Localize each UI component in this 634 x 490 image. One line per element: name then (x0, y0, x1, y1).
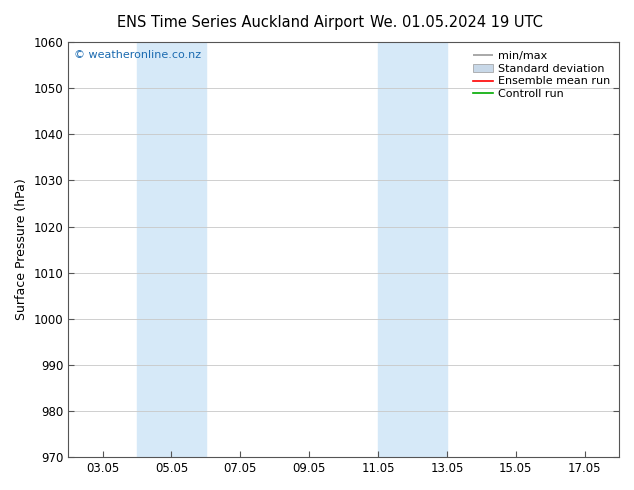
Legend: min/max, Standard deviation, Ensemble mean run, Controll run: min/max, Standard deviation, Ensemble me… (470, 48, 614, 102)
Text: © weatheronline.co.nz: © weatheronline.co.nz (74, 50, 201, 60)
Y-axis label: Surface Pressure (hPa): Surface Pressure (hPa) (15, 179, 28, 320)
Bar (378, 42, 447, 457)
Text: We. 01.05.2024 19 UTC: We. 01.05.2024 19 UTC (370, 15, 543, 30)
Bar (137, 42, 206, 457)
Text: ENS Time Series Auckland Airport: ENS Time Series Auckland Airport (117, 15, 365, 30)
